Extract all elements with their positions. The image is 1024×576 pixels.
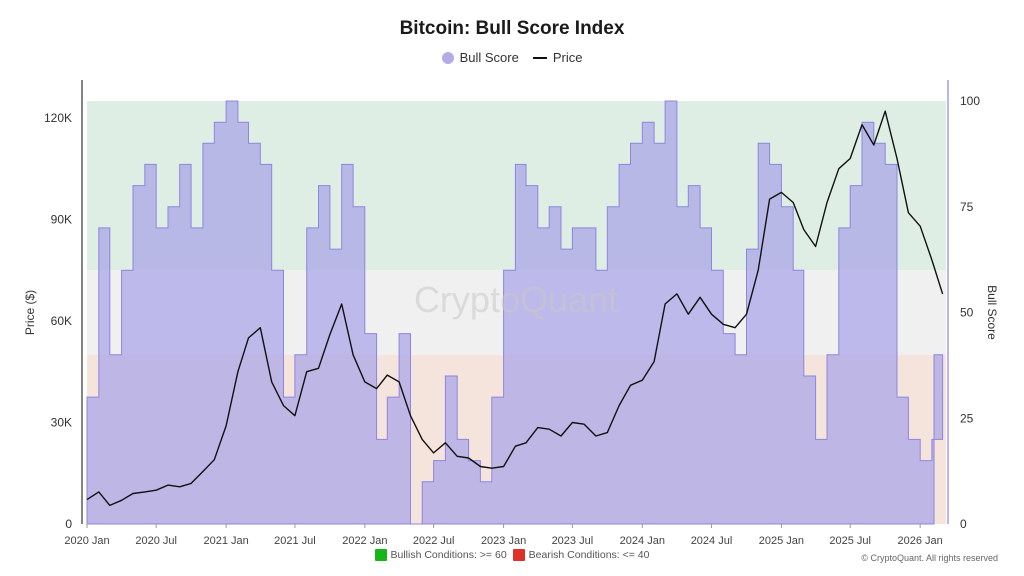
price-layer bbox=[86, 110, 944, 507]
condition-bearish-swatch bbox=[512, 549, 525, 561]
y-right-tick-label: 25 bbox=[960, 411, 974, 425]
condition-bullish: Bullish Conditions: >= 60 bbox=[374, 549, 507, 561]
x-tick-label: 2024 Jan bbox=[620, 535, 665, 547]
copyright: © CryptoQuant. All rights reserved bbox=[861, 553, 998, 563]
y-left-tick-label: 0 bbox=[65, 517, 72, 531]
legend-entry-bull-score[interactable]: Bull Score bbox=[441, 50, 519, 65]
y-left-axis-label: Price ($) bbox=[23, 290, 37, 335]
y-left-tick-label: 60K bbox=[51, 314, 72, 328]
x-tick-label: 2020 Jan bbox=[64, 535, 109, 547]
watermark: CryptoQuant bbox=[414, 279, 618, 320]
condition-bearish: Bearish Conditions: <= 40 bbox=[512, 549, 650, 561]
x-tick-label: 2023 Jul bbox=[552, 535, 594, 547]
legend-label-bull-score: Bull Score bbox=[459, 50, 519, 65]
x-tick-label: 2021 Jul bbox=[274, 535, 316, 547]
legend-swatch-bull-score bbox=[441, 51, 454, 64]
condition-bullish-swatch bbox=[374, 549, 387, 561]
conditions-legend: Bullish Conditions: >= 60 Bearish Condit… bbox=[0, 549, 1024, 561]
legend: Bull Score Price bbox=[0, 50, 1024, 65]
legend-swatch-price bbox=[532, 56, 547, 59]
legend-label-price: Price bbox=[552, 50, 583, 65]
x-tick-label: 2025 Jul bbox=[829, 535, 871, 547]
y-right-tick-label: 100 bbox=[960, 94, 980, 108]
y-right-tick-label: 75 bbox=[960, 200, 974, 214]
x-tick-label: 2022 Jan bbox=[342, 535, 387, 547]
bull-score-area bbox=[86, 100, 944, 525]
x-tick-label: 2021 Jan bbox=[203, 535, 248, 547]
x-tick-label: 2020 Jul bbox=[135, 535, 177, 547]
condition-bullish-label: Bullish Conditions: >= 60 bbox=[390, 549, 507, 561]
axes-layer: 0 30K 60K 90K 120K 0 25 50 75 100 Price ($) Bull Sc… bbox=[23, 80, 999, 547]
x-tick-label: 2026 Jan bbox=[898, 535, 943, 547]
x-tick-label: 2025 Jan bbox=[759, 535, 804, 547]
x-tick-label: 2024 Jul bbox=[691, 535, 733, 547]
legend-entry-price[interactable]: Price bbox=[532, 50, 583, 65]
y-left-tick-label: 30K bbox=[51, 415, 72, 429]
y-right-tick-label: 0 bbox=[960, 517, 967, 531]
condition-bearish-label: Bearish Conditions: <= 40 bbox=[528, 549, 650, 561]
y-left-tick-label: 90K bbox=[51, 212, 72, 226]
chart-title: Bitcoin: Bull Score Index bbox=[399, 18, 625, 39]
x-tick-label: 2023 Jan bbox=[481, 535, 526, 547]
x-tick-label: 2022 Jul bbox=[413, 535, 455, 547]
y-left-tick-label: 120K bbox=[44, 111, 72, 125]
price-line bbox=[86, 110, 944, 507]
bull-score-layer bbox=[86, 100, 944, 525]
y-right-tick-label: 50 bbox=[960, 306, 974, 320]
y-right-axis-label: Bull Score bbox=[985, 285, 999, 340]
